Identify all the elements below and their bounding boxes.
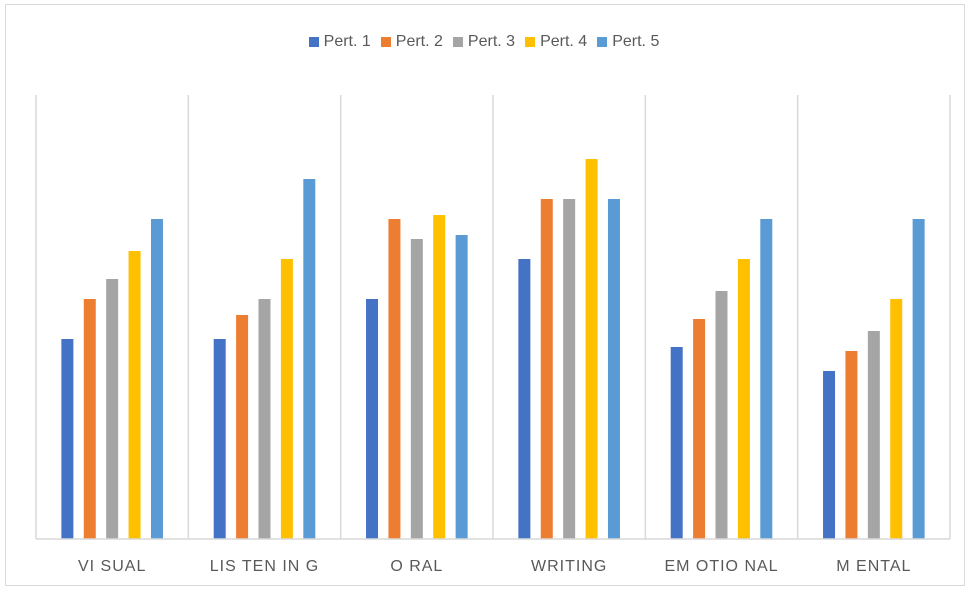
bar-visual-series-1 bbox=[61, 339, 74, 539]
x-tick-label: EM OTIO NAL bbox=[664, 558, 778, 575]
bar-oral-series-1 bbox=[366, 299, 379, 539]
bar-writing-series-5 bbox=[607, 199, 620, 539]
bar-oral-series-2 bbox=[388, 219, 401, 539]
bar-mental-series-1 bbox=[823, 371, 836, 539]
bar-mental-series-3 bbox=[867, 331, 880, 539]
bar-writing-series-2 bbox=[540, 199, 553, 539]
legend-label-4: Pert. 4 bbox=[540, 33, 588, 50]
chart-legend: Pert. 1 Pert. 2 Pert. 3 Pert. 4 Pert. 5 bbox=[0, 33, 968, 51]
legend-swatch-5 bbox=[597, 37, 608, 47]
bar-listening-series-1 bbox=[213, 339, 226, 539]
bar-emotional-series-1 bbox=[670, 347, 683, 539]
bar-writing-series-4 bbox=[585, 159, 598, 539]
bar-emotional-series-4 bbox=[737, 259, 750, 539]
legend-label-5: Pert. 5 bbox=[612, 33, 660, 50]
x-tick-label: LIS TEN IN G bbox=[210, 558, 320, 575]
legend-label-1: Pert. 1 bbox=[323, 33, 371, 50]
bar-mental-series-2 bbox=[845, 351, 858, 539]
bar-listening-series-5 bbox=[303, 179, 316, 539]
bar-visual-series-4 bbox=[128, 251, 141, 539]
bar-mental-series-5 bbox=[912, 219, 925, 539]
legend-item-5: Pert. 5 bbox=[597, 33, 659, 51]
x-tick-label: VI SUAL bbox=[78, 558, 146, 575]
legend-swatch-2 bbox=[380, 37, 391, 47]
bar-writing-series-3 bbox=[563, 199, 576, 539]
bar-listening-series-3 bbox=[258, 299, 271, 539]
x-tick-label: O RAL bbox=[390, 558, 443, 575]
bar-emotional-series-2 bbox=[693, 319, 706, 539]
bar-oral-series-3 bbox=[410, 239, 423, 539]
legend-label-2: Pert. 2 bbox=[395, 33, 443, 50]
legend-item-4: Pert. 4 bbox=[525, 33, 587, 51]
legend-item-2: Pert. 2 bbox=[380, 33, 443, 51]
legend-swatch-4 bbox=[525, 37, 536, 47]
bar-visual-series-3 bbox=[106, 279, 119, 539]
bar-writing-series-1 bbox=[518, 259, 531, 539]
bar-oral-series-4 bbox=[433, 215, 446, 539]
legend-swatch-3 bbox=[452, 37, 463, 47]
x-tick-label: M ENTAL bbox=[836, 558, 911, 575]
bar-visual-series-2 bbox=[83, 299, 96, 539]
legend-item-3: Pert. 3 bbox=[452, 33, 516, 51]
bar-mental-series-4 bbox=[890, 299, 903, 539]
bar-visual-series-5 bbox=[150, 219, 163, 539]
bar-emotional-series-3 bbox=[715, 291, 728, 539]
legend-swatch-1 bbox=[308, 37, 319, 47]
chart-area bbox=[5, 4, 965, 586]
bar-listening-series-4 bbox=[280, 259, 293, 539]
legend-item-1: Pert. 1 bbox=[308, 33, 371, 51]
x-tick-label: WRITING bbox=[531, 558, 607, 575]
bar-emotional-series-5 bbox=[760, 219, 773, 539]
bar-oral-series-5 bbox=[455, 235, 468, 539]
bar-listening-series-2 bbox=[236, 315, 249, 539]
legend-label-3: Pert. 3 bbox=[467, 33, 516, 50]
